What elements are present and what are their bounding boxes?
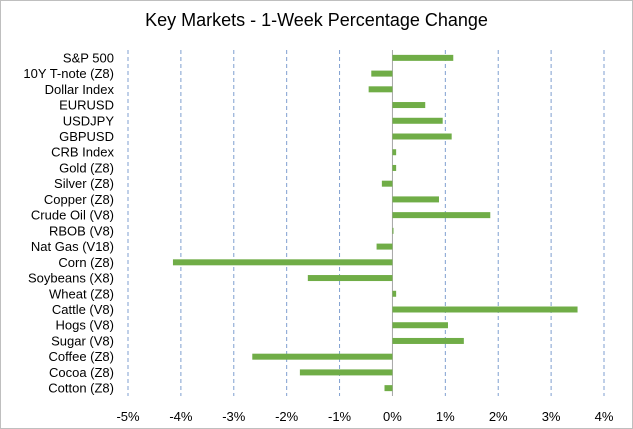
category-label: Corn (Z8) [58,255,114,270]
bar-layer [172,54,578,392]
bar [392,133,452,140]
bar [384,385,393,392]
category-label: CRB Index [51,145,114,160]
category-label: Dollar Index [45,82,115,97]
category-label: 10Y T-note (Z8) [23,66,114,81]
category-label: Wheat (Z8) [49,286,114,301]
category-label: Cotton (Z8) [48,381,114,396]
bar [392,102,426,109]
bar [392,227,394,234]
x-tick-label: 4% [595,409,614,424]
bar [252,353,393,360]
category-label: Soybeans (X8) [28,271,114,286]
x-tick-label: -1% [328,409,352,424]
category-label: RBOB (V8) [49,223,114,238]
bar [392,212,491,219]
bar [392,322,448,329]
bar [368,86,393,93]
grid-layer [127,50,605,396]
bar [392,149,397,156]
x-tick-label: 3% [542,409,561,424]
bar [392,54,454,61]
category-label: Cocoa (Z8) [49,365,114,380]
category-label: Copper (Z8) [44,192,114,207]
category-label: S&P 500 [63,50,114,65]
x-tick-labels: -5% -4% -3% -2% -1% 0% 1% 2% 3% 4% [116,409,613,424]
bar [392,164,397,171]
category-label: EURUSD [59,98,114,113]
chart-title: Key Markets - 1-Week Percentage Change [145,10,488,30]
bar [381,180,393,187]
x-tick-label: -3% [222,409,246,424]
x-tick-label: -4% [169,409,193,424]
category-label: Gold (Z8) [59,160,114,175]
bar [376,243,393,250]
category-label: Sugar (V8) [51,333,114,348]
bar [307,275,393,282]
category-label: USDJPY [63,113,115,128]
x-tick-label: 0% [383,409,402,424]
bar [172,259,393,266]
bar [392,117,443,124]
category-label: Crude Oil (V8) [31,208,114,223]
bar [392,196,439,203]
bar [371,70,393,77]
bar [392,337,464,344]
x-tick-label: -5% [116,409,140,424]
category-label: Coffee (Z8) [48,349,114,364]
bar [392,290,397,297]
category-label: Nat Gas (V18) [31,239,114,254]
x-tick-label: 2% [489,409,508,424]
category-label: Cattle (V8) [52,302,114,317]
category-label: Silver (Z8) [54,176,114,191]
bar [299,369,393,376]
category-label: GBPUSD [59,129,114,144]
bar [392,306,578,313]
x-tick-label: 1% [436,409,455,424]
category-label: Hogs (V8) [55,318,114,333]
x-tick-label: -2% [275,409,299,424]
